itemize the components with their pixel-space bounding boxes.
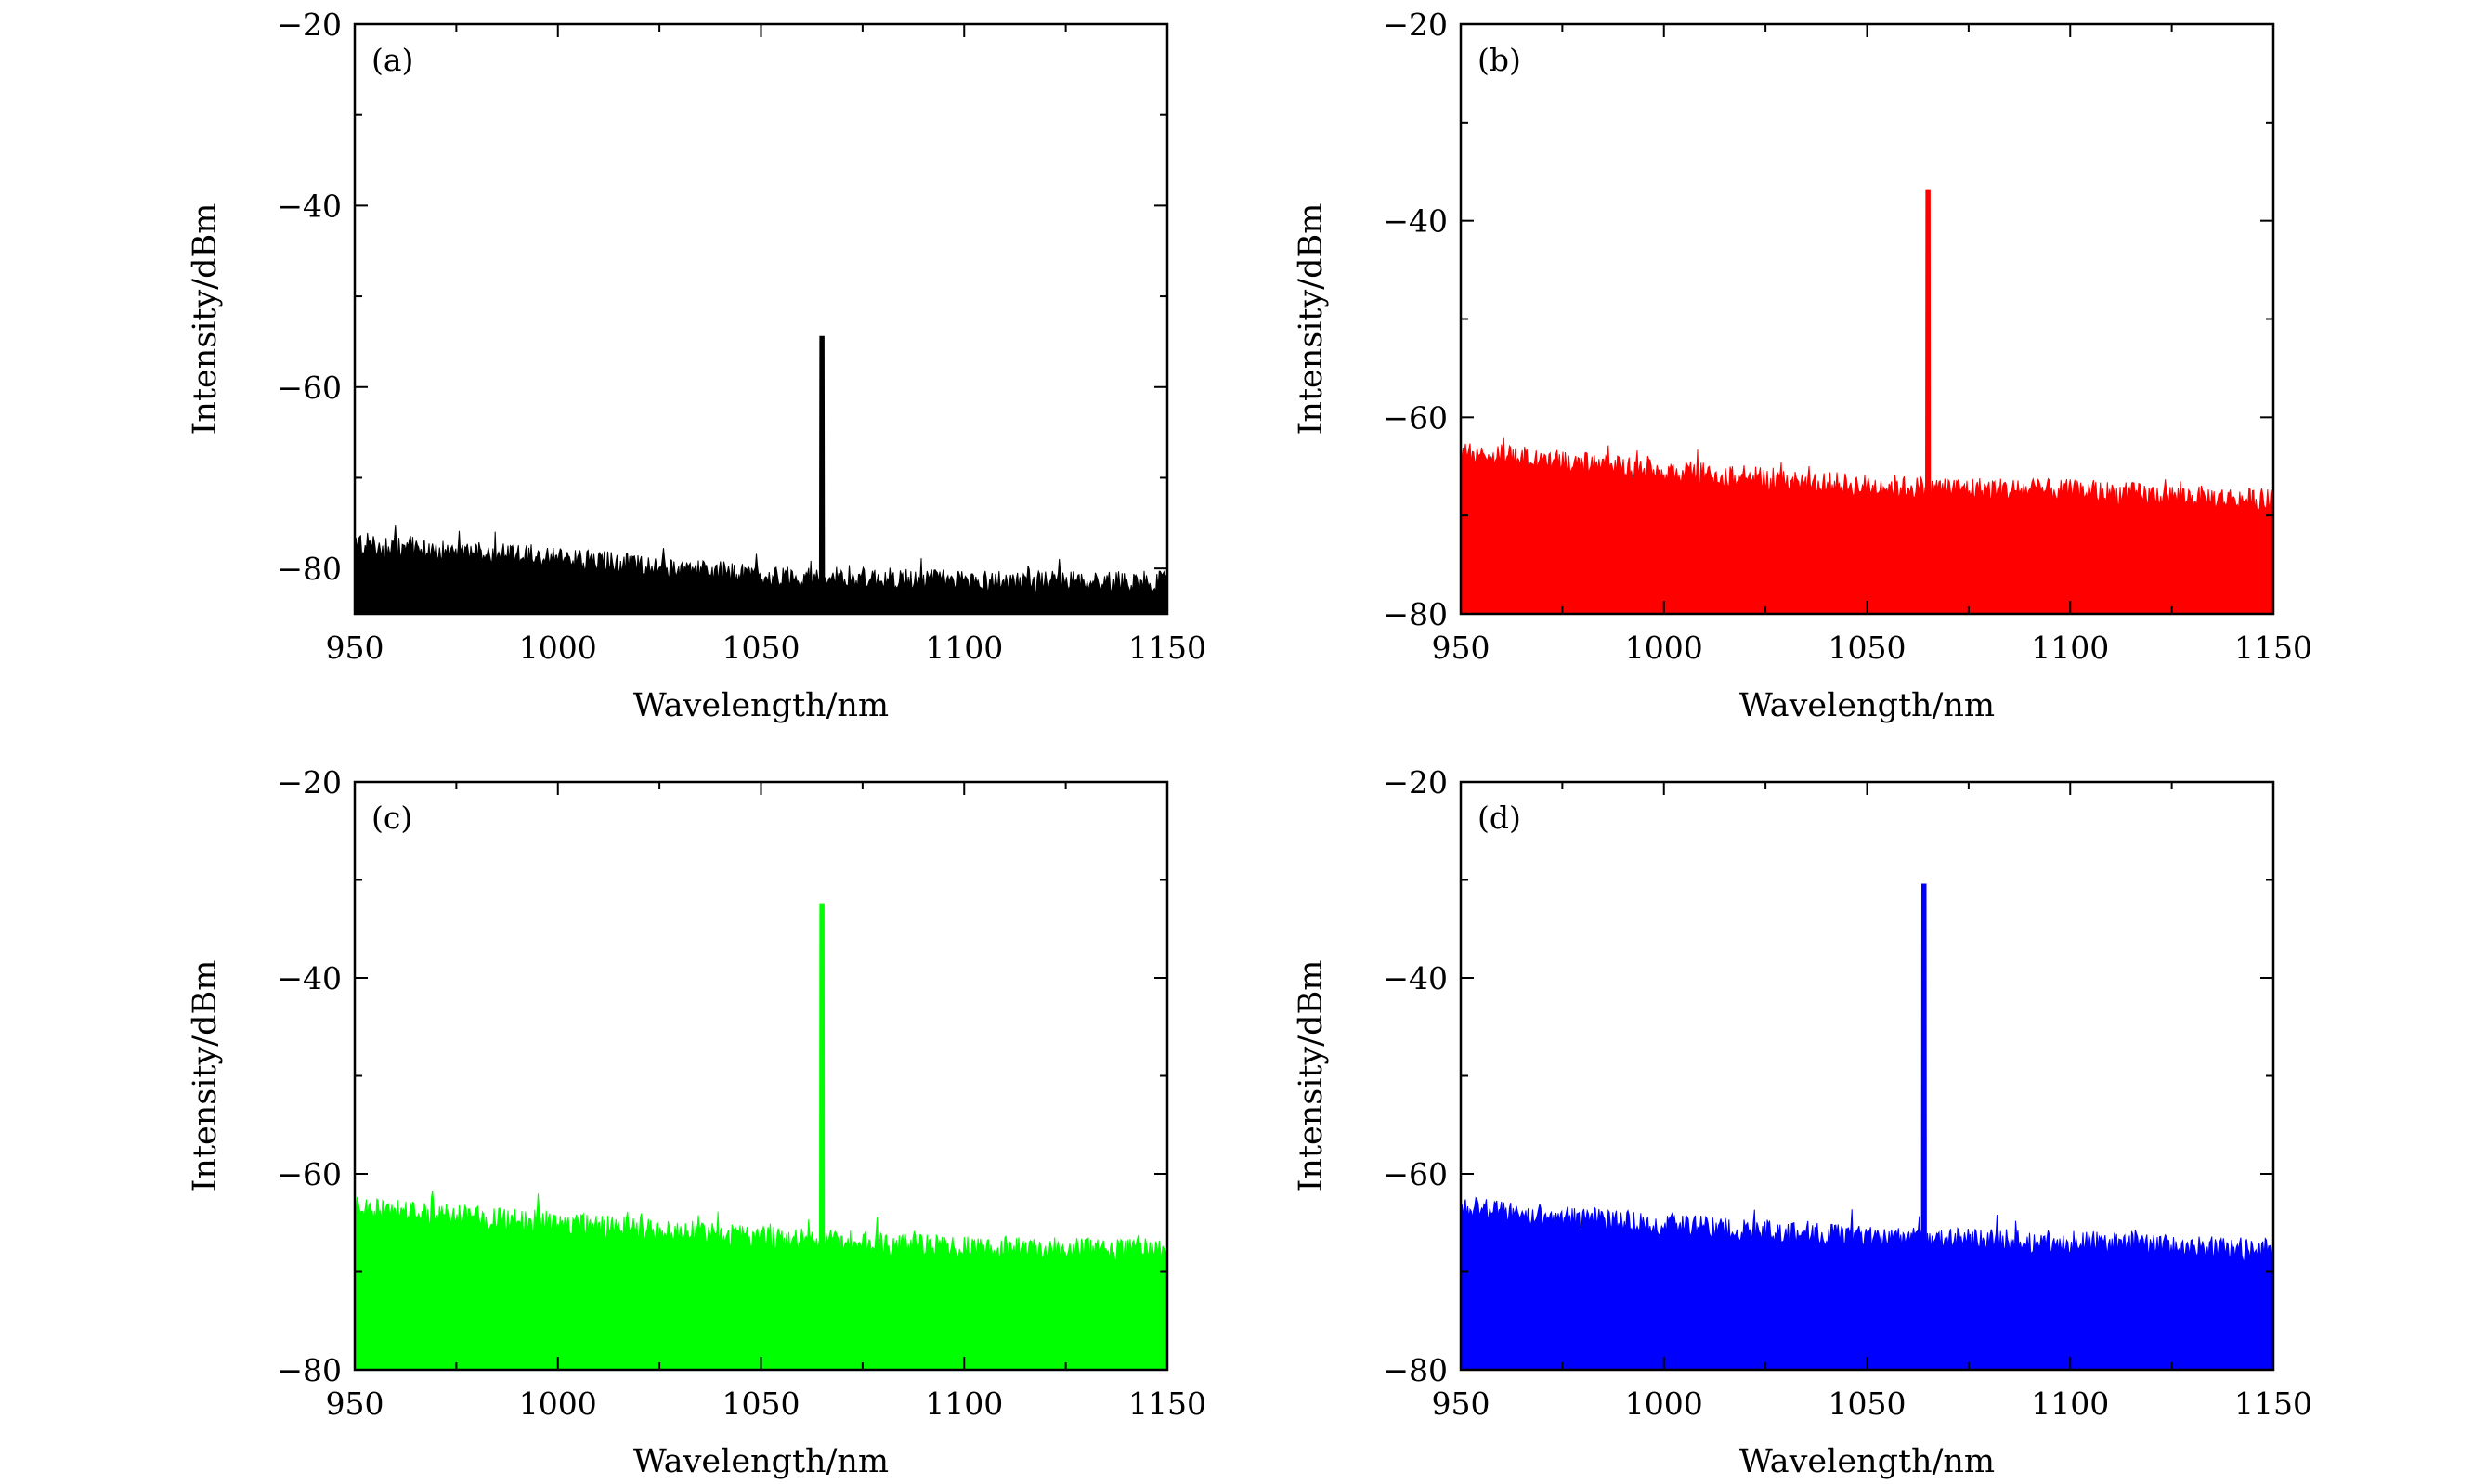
spectrum-series (355, 1191, 1167, 1370)
x-tick-label: 1000 (1625, 630, 1703, 666)
panel-label: (a) (371, 42, 413, 78)
y-tick-label: −20 (277, 7, 342, 43)
spectrum-series (1461, 1196, 2273, 1370)
x-axis-title: Wavelength/nm (633, 1443, 889, 1480)
y-tick-label: −20 (1383, 7, 1448, 43)
y-tick-label: −20 (277, 764, 342, 801)
x-axis-title: Wavelength/nm (633, 687, 889, 724)
x-tick-label: 950 (1432, 630, 1490, 666)
y-tick-label: −80 (1383, 1352, 1448, 1388)
x-tick-label: 1150 (2234, 630, 2312, 666)
x-tick-label: 1100 (2031, 630, 2109, 666)
y-tick-label: −40 (1383, 960, 1448, 996)
spectrum-series (1461, 437, 2273, 614)
x-tick-label: 1050 (722, 1386, 800, 1422)
x-axis-title: Wavelength/nm (1739, 1443, 1995, 1480)
panel-label: (c) (371, 800, 412, 836)
y-axis-title: Intensity/dBm (187, 960, 224, 1192)
laser-peak (818, 335, 826, 614)
x-tick-label: 1150 (2234, 1386, 2312, 1422)
x-tick-label: 1000 (519, 630, 597, 666)
y-tick-label: −80 (277, 1352, 342, 1388)
panel-label: (b) (1477, 42, 1521, 78)
y-tick-label: −80 (1383, 596, 1448, 632)
y-tick-label: −60 (277, 370, 342, 406)
panel-label: (d) (1477, 800, 1521, 836)
y-tick-label: −40 (277, 188, 342, 224)
y-tick-label: −60 (1383, 399, 1448, 436)
y-tick-label: −60 (1383, 1156, 1448, 1192)
x-tick-label: 950 (326, 1386, 384, 1422)
y-tick-label: −60 (277, 1156, 342, 1192)
x-tick-label: 1050 (1829, 1386, 1907, 1422)
chart-panel-a: 950 1000 1050 1100 1150 −80 −60 −40 −20 Wavelengt… (187, 7, 1206, 724)
y-tick-label: −40 (1383, 203, 1448, 240)
x-tick-label: 1000 (519, 1386, 597, 1422)
chart-panel-d: 950 1000 1050 1100 1150 −80 −60 −40 −20 Wavelengt… (1293, 764, 2312, 1480)
plot-frame (353, 22, 1169, 616)
y-axis-title: Intensity/dBm (187, 203, 224, 436)
spectrum-series (355, 525, 1167, 614)
y-axis-title: Intensity/dBm (1293, 203, 1330, 436)
x-tick-label: 1150 (1128, 630, 1206, 666)
x-tick-label: 1100 (925, 1386, 1003, 1422)
x-tick-label: 1050 (1829, 630, 1907, 666)
x-tick-label: 1150 (1128, 1386, 1206, 1422)
x-axis-title: Wavelength/nm (1739, 687, 1995, 724)
y-axis-title: Intensity/dBm (1293, 960, 1330, 1192)
y-tick-label: −80 (277, 551, 342, 587)
x-tick-label: 1050 (722, 630, 800, 666)
x-tick-label: 1000 (1625, 1386, 1703, 1422)
chart-panel-b: 950 1000 1050 1100 1150 −80 −60 −40 −20 Wavelengt… (1293, 7, 2312, 724)
chart-panel-c: 950 1000 1050 1100 1150 −80 −60 −40 −20 Wavelengt… (187, 764, 1206, 1480)
x-tick-label: 1100 (2031, 1386, 2109, 1422)
y-tick-label: −20 (1383, 764, 1448, 801)
x-tick-label: 950 (1432, 1386, 1490, 1422)
x-tick-label: 1100 (925, 630, 1003, 666)
x-tick-label: 950 (326, 630, 384, 666)
y-tick-label: −40 (277, 960, 342, 996)
